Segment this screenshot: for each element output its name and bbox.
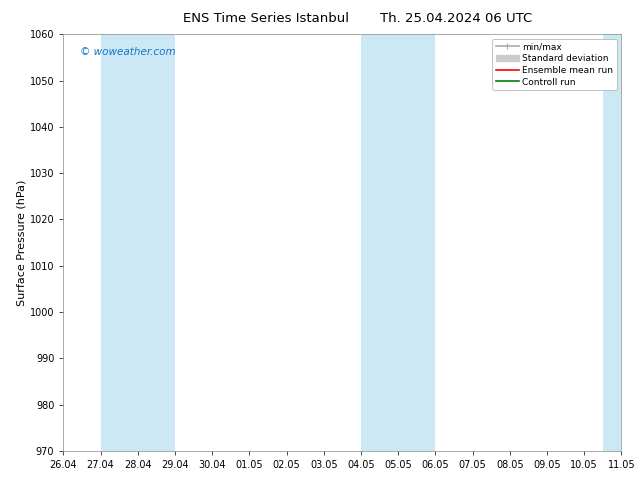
Y-axis label: Surface Pressure (hPa): Surface Pressure (hPa) — [17, 179, 27, 306]
Legend: min/max, Standard deviation, Ensemble mean run, Controll run: min/max, Standard deviation, Ensemble me… — [493, 39, 617, 90]
Text: Th. 25.04.2024 06 UTC: Th. 25.04.2024 06 UTC — [380, 12, 533, 25]
Bar — [101, 34, 175, 451]
Bar — [361, 34, 436, 451]
Text: © woweather.com: © woweather.com — [80, 47, 176, 57]
Bar — [603, 34, 621, 451]
Text: ENS Time Series Istanbul: ENS Time Series Istanbul — [183, 12, 349, 25]
